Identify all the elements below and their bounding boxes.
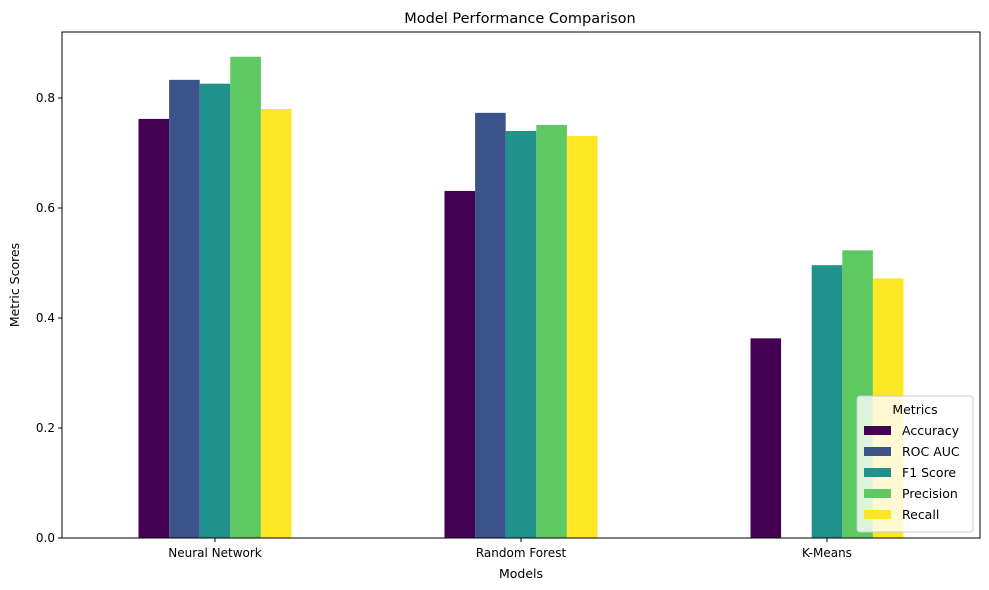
legend-label: Recall: [902, 507, 939, 522]
y-tick-label: 0.8: [36, 91, 55, 105]
legend-swatch-accuracy: [864, 426, 891, 435]
y-tick-label: 0.4: [36, 311, 55, 325]
bar-roc-auc-random-forest: [475, 112, 506, 538]
chart-title: Model Performance Comparison: [404, 11, 635, 27]
x-tick-label: Neural Network: [168, 546, 262, 560]
legend-label: ROC AUC: [902, 444, 960, 459]
x-tick-label: K-Means: [802, 546, 852, 560]
bar-precision-random-forest: [536, 124, 567, 538]
y-tick-label: 0.0: [36, 531, 55, 545]
bars-group: [138, 56, 904, 539]
bar-f1-score-random-forest: [505, 131, 537, 538]
x-axis-label: Models: [499, 566, 543, 581]
y-axis-label: Metric Scores: [7, 243, 22, 327]
legend-label: Accuracy: [902, 423, 960, 438]
bar-f1-score-k-means: [811, 265, 843, 538]
x-axis: Neural Network Random Forest K-Means: [168, 538, 852, 560]
bar-roc-auc-neural-network: [169, 79, 200, 538]
bar-recall-random-forest: [566, 135, 598, 538]
legend-label: F1 Score: [902, 465, 956, 480]
legend-swatch-roc-auc: [864, 447, 891, 456]
bar-accuracy-k-means: [750, 338, 782, 538]
y-axis: 0.0 0.2 0.4 0.6 0.8: [36, 91, 62, 545]
y-tick-label: 0.2: [36, 421, 55, 435]
bar-accuracy-neural-network: [138, 118, 170, 539]
x-tick-label: Random Forest: [476, 546, 567, 560]
legend-swatch-precision: [864, 489, 891, 498]
y-tick-label: 0.6: [36, 201, 55, 215]
legend-label: Precision: [902, 486, 958, 501]
bar-precision-neural-network: [230, 56, 261, 538]
legend-swatch-f1-score: [864, 468, 891, 477]
bar-accuracy-random-forest: [444, 190, 476, 538]
legend-swatch-recall: [864, 510, 891, 519]
legend-title: Metrics: [892, 402, 937, 417]
bar-f1-score-neural-network: [199, 83, 231, 538]
bar-recall-neural-network: [260, 109, 292, 538]
legend: Metrics Accuracy ROC AUC F1 Score Precision…: [856, 395, 974, 533]
